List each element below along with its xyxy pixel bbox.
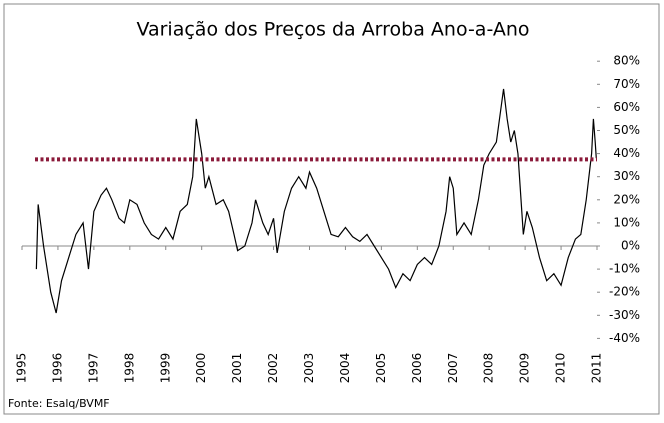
x-tick-label: 2011 xyxy=(590,353,604,384)
x-tick-label: 1996 xyxy=(50,353,64,384)
y-tick-label: 30% xyxy=(613,169,640,183)
chart-frame xyxy=(3,3,660,415)
chart-title: Variação dos Preços da Arroba Ano-a-Ano xyxy=(136,19,529,41)
x-tick-label: 2002 xyxy=(266,353,280,384)
x-tick-label: 2005 xyxy=(374,353,388,384)
x-tick-label: 1998 xyxy=(122,353,136,384)
y-tick-label: -40% xyxy=(609,331,640,345)
y-tick-label: 80% xyxy=(613,54,640,68)
x-tick-label: 2006 xyxy=(410,353,424,384)
y-tick-label: 40% xyxy=(613,146,640,160)
x-tick-label: 1997 xyxy=(86,353,100,384)
x-tick-label: 1995 xyxy=(15,353,29,384)
y-tick-label: -20% xyxy=(609,285,640,299)
y-tick-label: 10% xyxy=(613,215,640,229)
x-tick-label: 2000 xyxy=(194,353,208,384)
data-line xyxy=(35,88,597,314)
y-tick-label: 60% xyxy=(613,100,640,114)
y-tick-label: 50% xyxy=(613,123,640,137)
y-tick-label: 20% xyxy=(613,192,640,206)
x-tick-label: 2003 xyxy=(302,353,316,384)
x-tick-label: 2010 xyxy=(554,353,568,384)
source-note: Fonte: Esalq/BVMF xyxy=(8,397,110,410)
x-tick-label: 2007 xyxy=(446,353,460,384)
y-tick-label: 70% xyxy=(613,77,640,91)
x-tick-label: 2001 xyxy=(230,353,244,384)
x-tick-label: 1999 xyxy=(158,353,172,384)
y-tick-label: -10% xyxy=(609,262,640,276)
x-tick-label: 2004 xyxy=(338,353,352,384)
y-tick-label: 0% xyxy=(621,239,640,253)
x-tick-label: 2008 xyxy=(482,353,496,384)
x-tick-label: 2009 xyxy=(518,353,532,384)
y-tick-label: -30% xyxy=(609,308,640,322)
